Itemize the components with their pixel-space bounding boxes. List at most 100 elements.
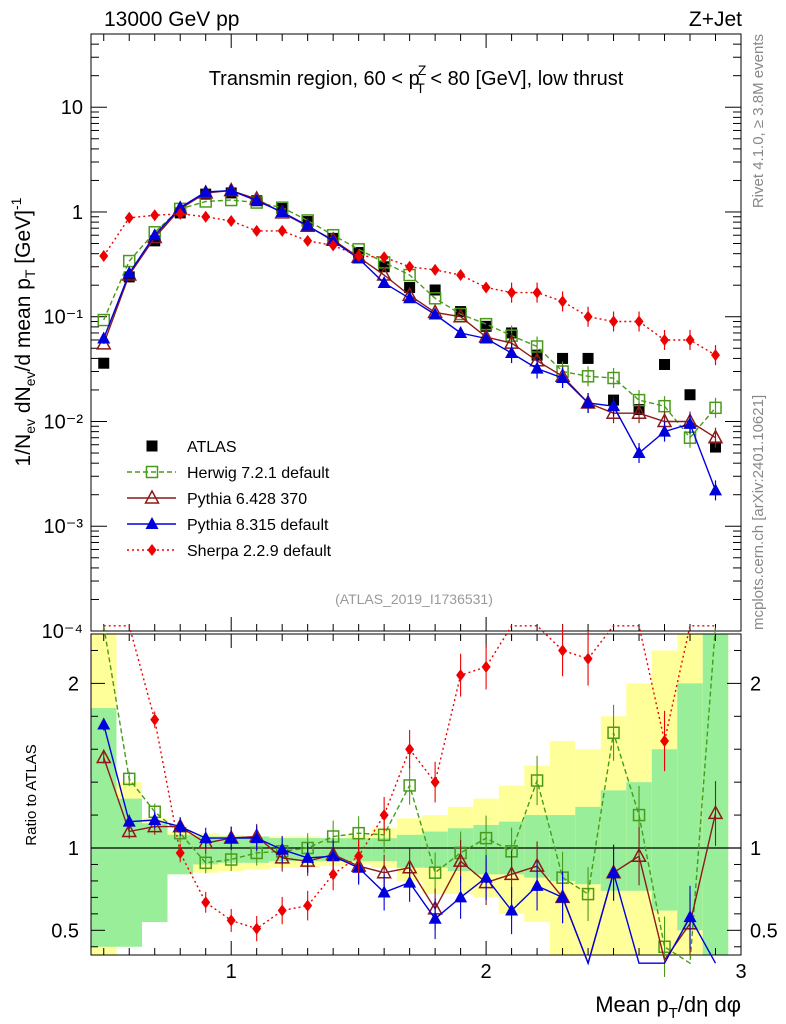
pythia8-point: [607, 399, 621, 412]
pythia8-ratio-point: [403, 875, 417, 888]
sherpa-point: [379, 251, 389, 264]
pythia8-point: [530, 361, 544, 374]
herwig-ratio-point: [632, 808, 646, 822]
atlas-point: [557, 352, 569, 364]
herwig-ratio-point: [530, 774, 544, 787]
pythia6-point: [631, 404, 647, 419]
sherpa-point: [150, 209, 160, 222]
sherpa-point: [532, 286, 542, 299]
sherpa-legend-marker: [147, 544, 157, 556]
sherpa-point: [201, 210, 211, 223]
sherpa-point: [303, 234, 313, 247]
herwig-ratio-point: [224, 853, 238, 866]
herwig-point: [581, 370, 595, 383]
herwig-ratio-point: [658, 940, 671, 954]
pythia8-point: [403, 291, 417, 304]
sherpa-point: [634, 315, 644, 328]
sherpa-ratio-point: [660, 735, 670, 747]
sherpa-ratio-point: [328, 868, 338, 881]
pythia8-ratio-point: [377, 885, 391, 898]
pythia6-legend-label: Pythia 6.428 370: [187, 491, 307, 508]
sherpa-ratio-point: [456, 669, 466, 682]
atlas-point: [684, 389, 696, 401]
pythia6-ratio-point: [452, 852, 469, 867]
pythia6-ratio-point: [121, 822, 137, 838]
sherpa-ratio-point: [226, 914, 236, 927]
pythia8-point: [173, 200, 187, 213]
atlas-point: [480, 320, 492, 332]
sherpa-ratio-line: [103, 625, 716, 930]
sherpa-point: [660, 333, 670, 346]
pythia8-point: [505, 346, 519, 359]
pythia6-ratio-point: [146, 818, 163, 833]
pythia8-ratio-point: [275, 842, 289, 855]
analysis-id: (ATLAS_2019_I1736531): [335, 591, 493, 607]
pythia8-ratio-point: [224, 831, 238, 844]
pythia8-point: [709, 483, 723, 496]
pythia6-ratio-point: [95, 748, 112, 764]
sherpa-ratio-point: [379, 809, 389, 822]
pythia8-point: [122, 266, 136, 279]
y-axis-label: 1/Nev dNev/d mean pT [GeV]-1: [8, 197, 38, 466]
ratio-y-axis-label: Ratio to ATLAS: [23, 744, 40, 845]
ratio-y-tick-label-right: 2: [750, 673, 761, 695]
sherpa-point: [430, 263, 440, 276]
pythia8-ratio-point: [173, 819, 187, 832]
header-left: 13000 GeV pp: [104, 8, 239, 31]
sherpa-ratio-point: [150, 713, 160, 726]
pythia8-point: [250, 193, 264, 206]
sherpa-ratio-point: [252, 922, 262, 935]
herwig-ratio-point: [607, 726, 620, 740]
sherpa-point: [405, 260, 415, 273]
sherpa-ratio-point: [303, 899, 313, 912]
y-tick-label: 10⁻³: [44, 516, 84, 538]
atlas-point: [429, 284, 441, 296]
pythia8-point: [683, 416, 697, 429]
herwig-ratio-point: [122, 772, 136, 786]
sherpa-point: [226, 215, 236, 228]
pythia8-ratio-point: [683, 910, 697, 923]
chart-title: Transmin region, 60 < pZ T < 80 [GeV], lo…: [209, 62, 624, 96]
sherpa-point: [252, 224, 262, 237]
ratio-y-tick-label-right: 1: [750, 838, 761, 860]
ratio-y-tick-label-left: 1: [68, 838, 79, 860]
pythia6-point: [707, 429, 724, 444]
pythia8-point: [454, 325, 468, 338]
band-inner-bin: [141, 823, 168, 923]
y-tick-label: 1: [72, 202, 83, 224]
herwig-ratio-point: [581, 887, 595, 901]
pythia8-ratio-point: [301, 850, 315, 863]
ratio-series: [95, 624, 724, 977]
rivet-label: Rivet 4.1.0, ≥ 3.8M events: [750, 34, 767, 208]
herwig-ratio-point: [352, 826, 365, 840]
main-plot-frame: [90, 33, 742, 632]
sherpa-point: [558, 295, 568, 308]
sherpa-point: [456, 269, 466, 282]
atlas-point: [582, 352, 594, 364]
ratio-y-tick-label-left: 2: [68, 673, 79, 695]
herwig-point: [709, 401, 722, 415]
mcplots-label: mcplots.cern.ch [arXiv:2401.10621]: [750, 395, 767, 630]
pythia8-point: [479, 331, 493, 344]
sherpa-point: [277, 224, 287, 237]
pythia8-point: [148, 228, 162, 241]
herwig-ratio-point: [403, 779, 416, 792]
sherpa-point: [711, 349, 721, 362]
herwig-legend-marker: [145, 465, 159, 479]
pythia6-line: [103, 189, 716, 439]
sherpa-ratio-point: [481, 660, 491, 673]
atlas-point: [149, 235, 161, 247]
pythia8-ratio-point: [428, 911, 442, 924]
pythia8-ratio-point: [250, 831, 264, 844]
pythia6-ratio-point: [631, 847, 647, 862]
atlas-point: [455, 306, 467, 318]
x-tick-label: 3: [735, 961, 746, 983]
sherpa-ratio-point: [583, 652, 593, 665]
x-tick-label: 2: [481, 961, 492, 983]
y-tick-label: 10⁻²: [44, 411, 84, 433]
sherpa-legend-label: Sherpa 2.2.9 default: [187, 543, 332, 560]
sherpa-point: [609, 315, 619, 328]
y-tick-label: 10⁻¹: [44, 307, 84, 329]
ratio-uncertainty-bands: [91, 634, 741, 955]
y-tick-label: 10⁻⁴: [42, 621, 83, 643]
